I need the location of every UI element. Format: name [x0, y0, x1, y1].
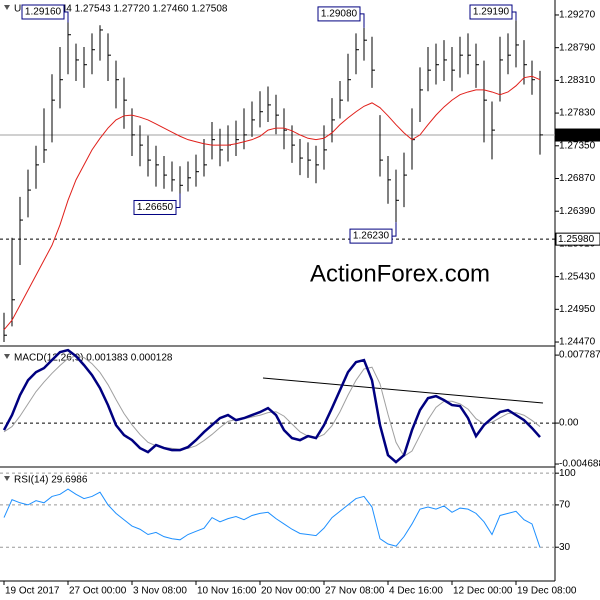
moving-average	[3, 75, 541, 331]
y-tick-label: 0.00	[559, 418, 579, 429]
y-tick-label: 1.28310	[559, 75, 596, 86]
panel-title: MACD(12,26,9) 0.001383 0.000128	[14, 353, 173, 364]
y-tick-label: 1.24470	[559, 337, 596, 348]
annotation-connector	[512, 11, 517, 21]
annotation-label: 1.26230	[353, 231, 390, 242]
panel-icon	[4, 476, 10, 481]
y-tick-label: 1.26870	[559, 173, 596, 184]
annotation-box	[21, 4, 65, 20]
y-tick-label: 0.007787	[559, 350, 600, 361]
x-tick-label: 12 Dec 00:00	[453, 586, 513, 597]
annotation-box	[349, 228, 393, 244]
price-box	[555, 128, 600, 142]
y-tick-label: 1.25430	[559, 271, 596, 282]
y-tick-label: 1.27830	[559, 108, 596, 119]
annotation-label: 1.26650	[137, 202, 174, 213]
annotation-label: 1.29160	[25, 7, 62, 18]
panel-title: RSI(14) 29.6986	[14, 475, 88, 486]
trend-line	[262, 377, 544, 404]
y-tick-label: 100	[559, 468, 576, 479]
chart-title: USDCAD,H4 1.27543 1.27720 1.27460 1.2750…	[14, 4, 228, 15]
annotation-connector	[64, 11, 69, 23]
rsi-line	[3, 488, 541, 548]
panel-icon	[4, 5, 10, 10]
annotation-label: 1.29190	[473, 7, 510, 18]
panel-icon	[4, 354, 10, 359]
x-tick-label: 19 Oct 2017	[5, 586, 60, 597]
x-tick-label: 27 Nov 08:00	[325, 586, 385, 597]
price-box-label: 1.25980	[558, 234, 595, 245]
price-box-label: 1.27508	[558, 130, 595, 141]
x-tick-label: 3 Nov 08:00	[133, 586, 187, 597]
annotation-connector	[360, 13, 365, 28]
x-tick-label: 27 Oct 00:00	[69, 586, 127, 597]
watermark: ActionForex.com	[310, 260, 490, 287]
annotation-box	[133, 199, 177, 215]
annotation-box	[317, 6, 361, 22]
y-tick-label: 1.26390	[559, 206, 596, 217]
y-tick-label: 1.27350	[559, 140, 596, 151]
macd-line	[2, 348, 541, 464]
annotation-label: 1.29080	[321, 9, 358, 20]
y-tick-label: 1.24950	[559, 304, 596, 315]
y-tick-label: 1.28790	[559, 42, 596, 53]
frame	[0, 0, 556, 582]
y-tick-label: 30	[559, 542, 571, 553]
x-tick-label: 20 Nov 00:00	[261, 586, 321, 597]
x-tick-label: 19 Dec 08:00	[517, 586, 577, 597]
x-tick-label: 10 Nov 16:00	[197, 586, 257, 597]
annotation-connector	[392, 222, 397, 237]
price-box	[555, 232, 600, 246]
annotation-box	[469, 4, 513, 20]
x-tick-label: 4 Dec 16:00	[389, 586, 443, 597]
annotation-connector	[176, 193, 181, 208]
y-tick-label: 70	[559, 500, 571, 511]
y-tick-label: -0.004688	[559, 459, 600, 470]
y-tick-label: 1.29270	[559, 10, 596, 21]
